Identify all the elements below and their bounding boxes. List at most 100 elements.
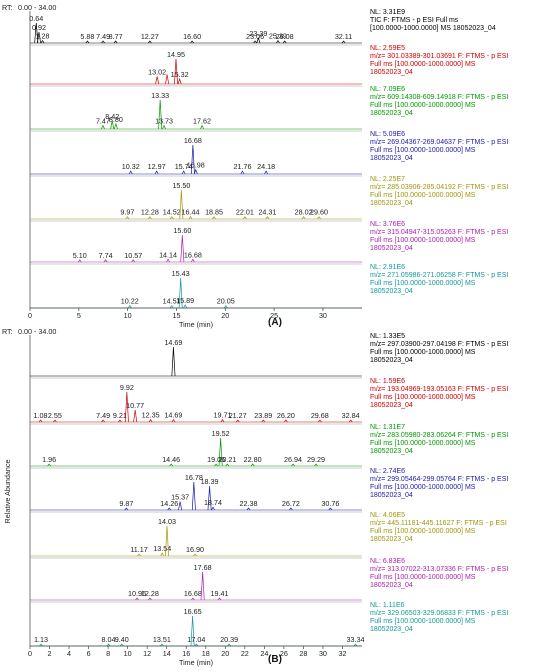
- peak: [188, 216, 193, 220]
- trace-info-line: Full ms [100.0000-1000.0000] MS: [370, 528, 476, 535]
- trace-info-line: 18052023_04: [370, 402, 413, 409]
- peak: [317, 419, 322, 423]
- x-tick-label: 20: [221, 311, 229, 320]
- peak-label: 13.73: [155, 117, 173, 126]
- trace-info-line: Full ms [100.0000-1000.0000] MS: [370, 147, 476, 154]
- peak: [301, 216, 306, 220]
- peak-label: 19.06: [207, 455, 225, 464]
- x-tick-label: 16: [182, 649, 190, 658]
- peak: [190, 144, 195, 175]
- peak-label: 12.97: [148, 162, 166, 171]
- trace-3: 7.478.428.80 13.33 13.73 17.62 NL: 7.09E6m/z…: [30, 85, 508, 130]
- trace-info-line: m/z= 301.03389-301.03691 F: FTMS - p ESI: [370, 53, 508, 60]
- peak: [207, 486, 212, 511]
- x-tick-label: 10: [124, 311, 132, 320]
- trace-info-line: 18052023_04: [370, 155, 413, 162]
- x-tick-label: 30: [319, 649, 327, 658]
- x-tick-label: 2: [48, 649, 52, 658]
- x-tick-label: 22: [241, 649, 249, 658]
- trace-info-line: 18052023_04: [370, 200, 413, 207]
- trace-info-line: 18052023_04: [370, 110, 413, 117]
- peak-label: 9.92: [120, 383, 134, 392]
- peak-label: 14.03: [158, 517, 176, 526]
- peak-label: 13.51: [153, 635, 171, 644]
- peak-label: 14.69: [164, 411, 182, 420]
- peak: [135, 597, 139, 601]
- peak-label: 16.65: [184, 607, 202, 616]
- peak-label: 5.10: [73, 251, 87, 260]
- peak-label: 8.42: [105, 112, 119, 121]
- trace-info-line: m/z= 315.04947-315.05263 F: FTMS - p ESI: [370, 229, 508, 236]
- trace-4: 10.32 12.97 15.74 16.68 16.98 21.76 24.18 NL: 5…: [30, 130, 508, 175]
- peak: [85, 40, 90, 44]
- peak-label: 2.55: [48, 411, 62, 420]
- peak: [328, 507, 333, 511]
- peak-label: 29.29: [307, 455, 325, 464]
- trace-nl: NL: 1.59E6: [370, 378, 405, 385]
- trace-info-line: 18052023_04: [370, 245, 413, 252]
- trace-nl: NL: 3.76E6: [370, 221, 405, 228]
- peak: [37, 31, 41, 44]
- peak: [253, 40, 258, 44]
- peak: [47, 463, 52, 467]
- trace-info-line: m/z= 269.04367-269.04637 F: FTMS - p ESI: [370, 139, 508, 146]
- peak: [158, 99, 163, 130]
- rt-label: RT:: [2, 327, 13, 336]
- peak: [223, 304, 228, 309]
- trace-nl: NL: 1.33E5: [370, 333, 405, 340]
- peak: [77, 259, 82, 263]
- peak: [110, 120, 115, 130]
- trace-info-line: Full ms [100.0000-1000.0000] MS: [370, 618, 476, 625]
- peak-label: 14.69: [164, 338, 182, 347]
- peak: [160, 552, 165, 557]
- peak-label: 10.22: [121, 297, 139, 306]
- x-tick-label: 25: [270, 311, 278, 320]
- peak: [217, 597, 222, 601]
- peak-label: 19.71: [213, 411, 231, 420]
- peak-label: 8.77: [109, 32, 123, 41]
- trace-info-line: Full ms [100.0000-1000.0000] MS: [370, 440, 476, 447]
- trace-5: 9.97 12.28 14.52 15.50 16.44 18.85 22.01 24.31 2…: [30, 175, 508, 220]
- peak-label: 24.18: [257, 162, 275, 171]
- peak-label: 18.39: [201, 477, 219, 486]
- trace-info-line: 18052023_04: [370, 448, 413, 455]
- trace-info-line: 18052023_04: [370, 288, 413, 295]
- peak-label: 28.02: [295, 208, 313, 217]
- trace-info-line: [100.0000-1000.0000] MS 18052023_04: [370, 25, 496, 32]
- peak: [148, 597, 152, 601]
- trace-nl: NL: 2.25E7: [370, 176, 405, 183]
- peak: [38, 419, 43, 423]
- trace-info-line: m/z= 609.14308-609.14918 F: FTMS - p ESI: [370, 94, 508, 101]
- peak: [191, 597, 195, 601]
- peak: [289, 507, 293, 511]
- peak: [154, 170, 159, 175]
- peak: [131, 259, 136, 263]
- peak-label: 16.68: [184, 250, 202, 259]
- peak-label: 14.14: [159, 250, 177, 259]
- peak: [101, 40, 106, 44]
- x-tick-label: 0: [28, 649, 32, 658]
- trace-info-line: Full ms [100.0000-1000.0000] MS: [370, 484, 476, 491]
- peak-label: 7.47: [96, 117, 110, 126]
- peak-label: 15.50: [172, 181, 190, 190]
- trace-info-line: m/z= 329.06503-329.06833 F: FTMS - p ESI: [370, 610, 508, 617]
- peak-label: 8.04: [102, 635, 116, 644]
- peak: [348, 419, 353, 423]
- x-tick-label: 24: [260, 649, 268, 658]
- peak-label: 16.60: [183, 32, 201, 41]
- peak: [101, 419, 106, 423]
- peak-label: 10.57: [124, 251, 142, 260]
- peak-label: 22.38: [240, 499, 258, 508]
- peak: [194, 643, 199, 647]
- x-axis-label: Time (min): [179, 658, 213, 667]
- peak: [148, 216, 152, 220]
- peak: [171, 418, 176, 423]
- peak-label: 21.27: [229, 411, 247, 420]
- trace-6: 5.10 7.74 10.57 14.14 15.60 16.68 NL: 3.76E6m/…: [30, 220, 508, 263]
- peak: [178, 277, 183, 309]
- peak: [137, 553, 141, 557]
- peak-label: 25.39: [269, 32, 287, 41]
- peak: [211, 506, 215, 511]
- peak: [165, 74, 170, 85]
